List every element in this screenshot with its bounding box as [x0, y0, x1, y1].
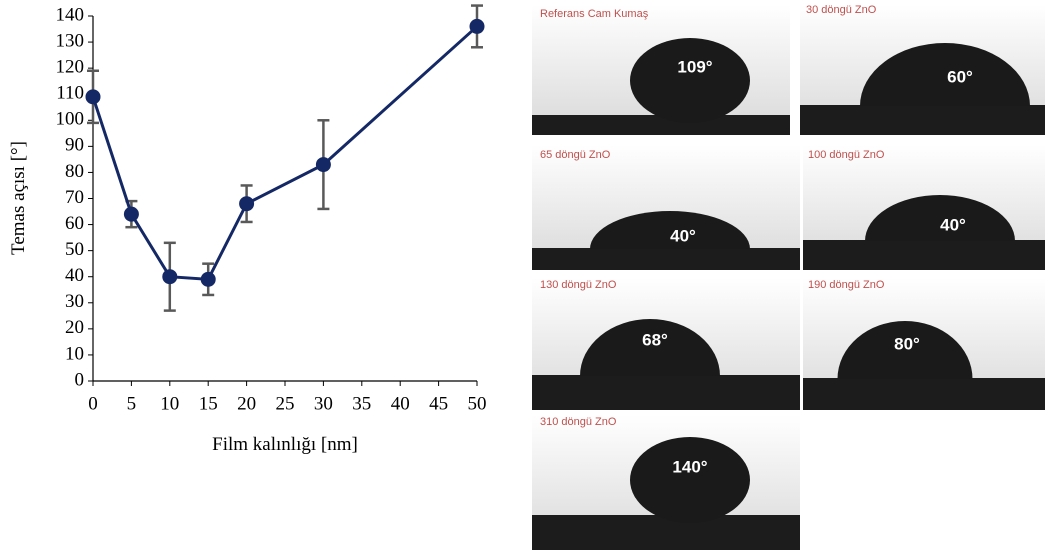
substrate	[532, 375, 800, 410]
data-point	[85, 89, 101, 105]
substrate	[532, 515, 800, 550]
y-tick-label: 90	[65, 135, 84, 156]
x-tick-label: 40	[391, 393, 410, 414]
droplet	[860, 43, 1030, 106]
panel-label: 190 döngü ZnO	[808, 279, 885, 291]
y-tick-label: 130	[56, 30, 85, 51]
x-tick-label: 50	[468, 393, 487, 414]
y-tick-label: 50	[65, 239, 84, 260]
panel-label: 100 döngü ZnO	[808, 149, 885, 161]
substrate	[803, 240, 1045, 270]
panel-label: Referans Cam Kumaş	[540, 8, 649, 20]
x-tick-label: 0	[88, 393, 98, 414]
panel-label: 30 döngü ZnO	[806, 4, 877, 16]
substrate	[803, 378, 1045, 410]
data-point	[123, 206, 139, 222]
data-point	[239, 196, 255, 212]
substrate	[532, 115, 790, 135]
contact-angle: 60°	[947, 67, 973, 86]
y-tick-label: 100	[56, 109, 85, 130]
droplet	[630, 437, 750, 523]
x-tick-label: 45	[429, 393, 448, 414]
y-tick-label: 120	[56, 57, 85, 78]
panel-label: 310 döngü ZnO	[540, 416, 617, 428]
substrate	[800, 105, 1045, 135]
contact-angle: 40°	[940, 215, 966, 234]
y-tick-label: 60	[65, 213, 84, 234]
x-tick-label: 10	[160, 393, 179, 414]
droplet	[865, 195, 1015, 241]
droplet	[590, 211, 750, 249]
y-tick-label: 40	[65, 265, 84, 286]
x-tick-label: 35	[352, 393, 371, 414]
y-tick-label: 70	[65, 187, 84, 208]
y-tick-label: 20	[65, 317, 84, 338]
x-tick-label: 15	[199, 393, 218, 414]
contact-angle: 80°	[894, 334, 920, 353]
y-tick-label: 80	[65, 161, 84, 182]
data-point	[200, 271, 216, 287]
contact-angle: 140°	[672, 457, 707, 476]
contact-angle: 68°	[642, 330, 668, 349]
data-line	[91, 25, 479, 281]
x-tick-label: 5	[127, 393, 137, 414]
droplet	[580, 319, 720, 376]
data-point	[469, 18, 485, 34]
contact-angle: 109°	[677, 57, 712, 76]
y-tick-label: 0	[75, 369, 85, 390]
x-tick-label: 20	[237, 393, 256, 414]
y-tick-label: 10	[65, 343, 84, 364]
x-axis-title: Film kalınlığı [nm]	[212, 434, 358, 455]
contact-angle: 40°	[670, 226, 696, 245]
panel-label: 65 döngü ZnO	[540, 149, 611, 161]
x-tick-label: 30	[314, 393, 333, 414]
x-tick-label: 25	[276, 393, 295, 414]
y-tick-label: 140	[56, 4, 85, 25]
data-point	[315, 157, 331, 173]
droplet	[630, 38, 750, 123]
substrate	[532, 248, 800, 270]
y-tick-label: 110	[56, 83, 84, 104]
panel-label: 130 döngü ZnO	[540, 279, 617, 291]
y-axis-title: Temas açısı [°]	[8, 141, 29, 255]
data-point	[162, 269, 178, 285]
y-tick-label: 30	[65, 291, 84, 312]
droplet	[837, 321, 973, 379]
